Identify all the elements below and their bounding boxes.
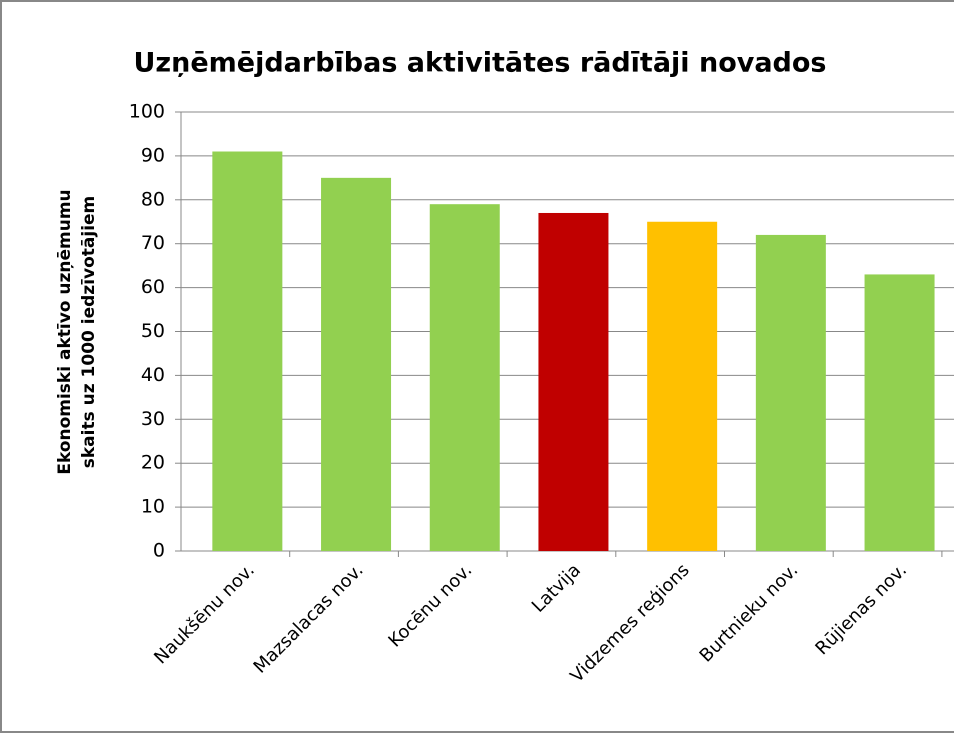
chart-title: Uzņēmējdarbības aktivitātes rādītāji nov… xyxy=(133,48,826,79)
x-tick-label: Kocēnu nov. xyxy=(384,560,476,652)
y-tick-label: 30 xyxy=(141,408,165,430)
y-tick-label: 70 xyxy=(141,232,165,254)
bar xyxy=(429,204,500,551)
bar xyxy=(755,234,826,552)
x-tick-label: Mazsalacas nov. xyxy=(250,560,368,678)
bar xyxy=(321,177,392,551)
y-tick-label: 80 xyxy=(141,188,165,210)
y-axis-label: Ekonomiski aktīvo uzņēmumu skaits uz 100… xyxy=(55,189,99,474)
bar xyxy=(538,212,609,551)
y-tick-label: 100 xyxy=(129,101,165,123)
bar xyxy=(864,274,935,551)
y-tick-label: 90 xyxy=(141,144,165,166)
y-tick-label: 50 xyxy=(141,320,165,342)
y-tick-label: 20 xyxy=(141,452,165,474)
y-tick-label: 10 xyxy=(141,496,165,518)
x-tick-label: Burtnieku nov. xyxy=(696,560,803,667)
y-axis-label-line: Ekonomiski aktīvo uzņēmumu xyxy=(55,189,75,474)
x-tick-label: Vidzemes reģions xyxy=(566,560,693,687)
y-tick-label: 0 xyxy=(153,540,165,562)
y-tick-label: 40 xyxy=(141,364,165,386)
x-tick-label: Naukšēnu nov. xyxy=(150,560,259,669)
y-axis-label-line: skaits uz 1000 iedzīvotājiem xyxy=(79,196,99,469)
y-tick-label: 60 xyxy=(141,276,165,298)
bar xyxy=(647,221,718,551)
x-tick-label: Rūjienas nov. xyxy=(811,560,911,660)
bar xyxy=(212,151,283,551)
x-tick-label: Latvija xyxy=(528,560,585,617)
